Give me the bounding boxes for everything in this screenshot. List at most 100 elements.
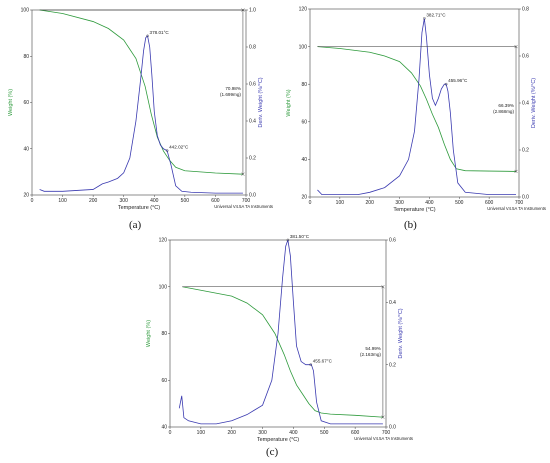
peak-marker-c [309,363,313,366]
panel-label-b: (b) [404,219,417,231]
y-left-tick-label-b: 120 [299,7,308,13]
x-tick-label-a: 600 [211,198,220,204]
peak-label-c: 381.50°C [290,235,310,239]
panel-label-c: (c) [266,446,279,458]
x-tick-label-a: 500 [181,198,190,204]
y-left-axis-label-c: Weight (%) [146,320,152,347]
y-left-tick-label-c: 80 [161,331,167,337]
y-right-tick-label-a: 1.0 [249,8,256,14]
y-left-tick-label-c: 40 [161,425,167,431]
y-left-tick-label-b: 40 [301,157,307,163]
x-tick-label-a: 700 [242,198,251,204]
step-top-marker-c [381,285,385,289]
x-tick-label-b: 700 [515,200,524,206]
chart-b: 0 100 200 300 400 500 600 700 20 40 60 80 100 120 0.0 0… [286,7,546,213]
y-right-tick-label-c: 0.0 [389,425,396,431]
x-tick-label-b: 400 [425,200,434,206]
peak-label-b: 455.96°C [448,78,468,83]
x-tick-label-a: 100 [58,198,67,204]
x-tick-label-c: 200 [228,430,237,436]
y-left-tick-label-c: 100 [159,284,168,290]
y-right-tick-label-a: 0.4 [249,119,256,125]
panel-label-a: (a) [129,219,142,231]
step-percent-a: 70.98% [225,86,241,91]
y-right-tick-label-c: 0.2 [389,362,396,368]
y-left-tick-label-a: 20 [23,193,29,199]
step-percent-c: 54.99% [365,346,381,351]
y-right-axis-label-b: Deriv. Weight (%/°C) [531,78,537,128]
x-tick-label-b: 300 [395,200,404,206]
x-tick-label-a: 200 [89,198,98,204]
y-left-tick-label-a: 100 [21,8,30,14]
step-mass-b: (2.868mg) [493,109,514,114]
peak-marker-a [146,34,149,38]
y-left-tick-label-b: 20 [301,195,307,201]
x-tick-label-a: 0 [31,198,34,204]
step-bottom-marker-b [514,169,518,174]
x-tick-label-b: 600 [485,200,494,206]
y-right-tick-label-a: 0.2 [249,156,256,162]
x-tick-label-c: 100 [197,430,206,436]
deriv-curve-c [178,239,383,425]
y-right-axis-label-c: Deriv. Weight (%/°C) [398,308,404,358]
instrument-credit-b: Universal V4.5A TA Instruments [487,206,546,211]
y-right-tick-label-a: 0.0 [249,193,256,199]
step-mass-c: (2.163mg) [360,352,381,357]
deriv-curve-a [39,35,243,194]
y-right-tick-label-a: 0.8 [249,45,256,51]
x-tick-label-a: 300 [120,198,129,204]
y-left-tick-label-c: 60 [161,378,167,384]
y-right-tick-label-a: 0.6 [249,82,256,88]
x-tick-label-b: 0 [309,200,312,206]
y-left-tick-label-b: 60 [301,120,307,126]
peak-label-a: 378.01°C [150,30,170,35]
x-tick-label-a: 400 [150,198,159,204]
x-axis-label-a: Temperature (°C) [118,205,160,211]
x-tick-label-b: 200 [366,200,375,206]
y-left-axis-label-a: Weight (%) [8,89,14,116]
x-axis-label-b: Temperature (°C) [393,207,435,213]
y-left-tick-label-a: 40 [23,146,29,152]
x-tick-label-c: 700 [382,430,391,436]
y-right-tick-label-c: 0.4 [389,300,396,306]
step-top-marker-a [241,8,245,12]
peak-marker-c [286,238,290,242]
x-tick-label-b: 100 [336,200,345,206]
x-tick-label-c: 0 [169,430,172,436]
instrument-credit-a: Universal V4.5A TA Instruments [214,204,273,209]
instrument-credit-c: Universal V4.5A TA Instruments [354,436,413,441]
weight-curve-a [39,9,243,175]
y-left-tick-label-b: 80 [301,82,307,88]
y-right-tick-label-b: 0.2 [522,148,529,154]
y-right-axis-label-a: Deriv. Weight (%/°C) [258,77,264,127]
peak-label-a: 442.02°C [169,145,189,150]
x-axis-label-c: Temperature (°C) [257,437,299,443]
deriv-curve-b [317,18,517,196]
plot-frame-a [31,9,247,196]
x-tick-label-c: 500 [320,430,329,436]
weight-curve-b [317,46,517,172]
y-left-tick-label-b: 100 [299,44,308,50]
step-top-marker-b [514,44,518,49]
y-left-axis-label-b: Weight (%) [286,89,292,116]
chart-a: 0 100 200 300 400 500 600 700 20 40 60 80 100 0.0 0.2 0… [8,8,273,211]
y-left-tick-label-a: 60 [23,100,29,106]
peak-label-c: 455.67°C [313,359,333,364]
step-mass-a: (1.699mg) [220,92,241,97]
chart-c: 0 100 200 300 400 500 600 700 40 60 80 100 120 0.0 0.2… [146,235,413,443]
y-left-tick-label-c: 120 [159,238,168,244]
x-tick-label-c: 600 [351,430,360,436]
y-left-tick-label-a: 80 [23,54,29,60]
peak-marker-b [423,17,426,20]
x-tick-label-b: 500 [455,200,464,206]
peak-label-b: 382.71°C [426,12,446,17]
step-percent-b: 66.39% [498,103,514,108]
y-right-tick-label-b: 0.8 [522,7,529,13]
x-tick-label-c: 400 [289,430,298,436]
peak-marker-a [165,149,169,152]
peak-marker-b [444,82,448,86]
y-right-tick-label-b: 0.6 [522,54,529,60]
weight-curve-c [182,286,383,418]
y-right-tick-label-c: 0.6 [389,238,396,244]
y-right-tick-label-b: 0.4 [522,101,529,107]
